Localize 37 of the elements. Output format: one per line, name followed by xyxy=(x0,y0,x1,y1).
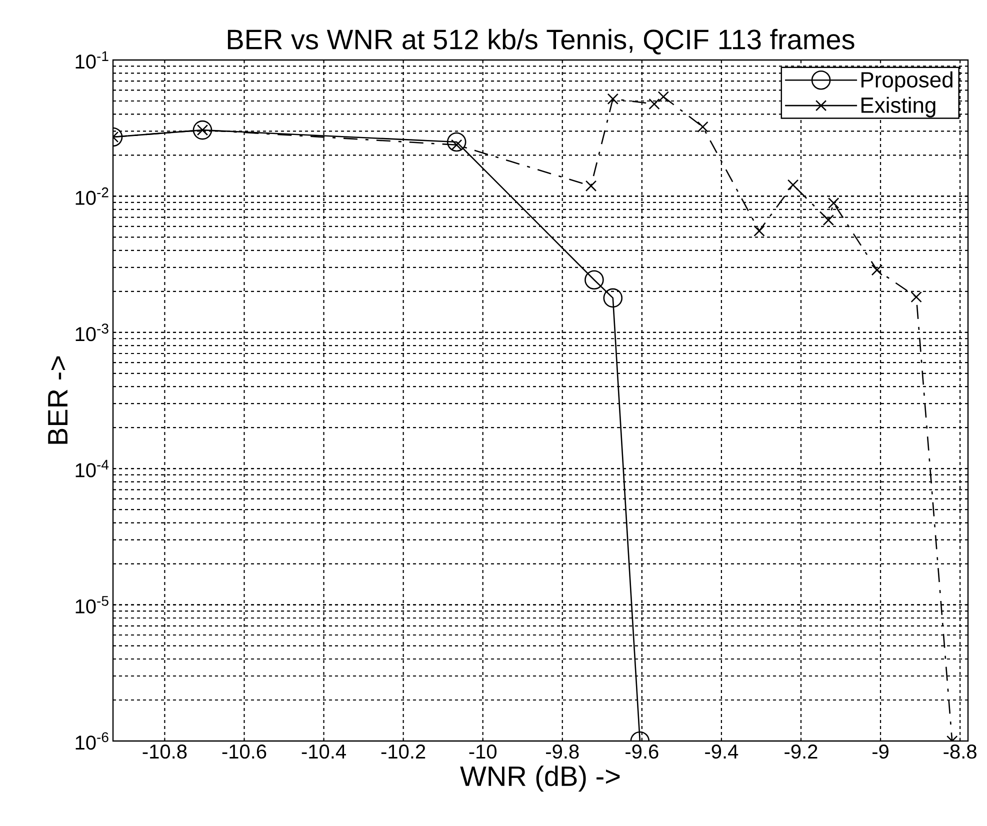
x-tick-label: -10.2 xyxy=(381,744,426,759)
x-tick-label: -9.6 xyxy=(626,744,658,759)
point xyxy=(658,91,669,102)
legend-label: Proposed xyxy=(861,71,952,92)
x-tick-label: -9.8 xyxy=(546,744,579,759)
x-tick-label: -9.4 xyxy=(705,744,738,759)
point xyxy=(754,225,765,237)
x-axis-title: WNR (dB) -> xyxy=(460,766,620,792)
point xyxy=(697,121,708,132)
point xyxy=(787,179,799,191)
point xyxy=(584,270,604,290)
x-tick-label: -10.8 xyxy=(142,744,187,759)
point xyxy=(910,291,922,303)
chart-title: BER vs WNR at 512 kb/s Tennis, QCIF 113 frames xyxy=(228,28,854,54)
point xyxy=(822,214,834,226)
legend-label: Existing xyxy=(861,96,936,118)
point xyxy=(828,197,840,209)
y-axis-title: BER -> xyxy=(48,356,68,444)
point xyxy=(603,288,623,308)
x-tick-label: -10.4 xyxy=(302,744,346,759)
y-tick-label: 10$^{-6}$ xyxy=(76,732,108,750)
y-tick-label: 10$^{-2}$ xyxy=(76,187,108,205)
point xyxy=(648,98,660,110)
y-tick-label: 10$^{-4}$ xyxy=(76,460,109,478)
y-tick-label: 10$^{-3}$ xyxy=(76,324,108,342)
point xyxy=(607,93,618,105)
x-tick-label: -10 xyxy=(469,744,497,759)
x-tick-label: -10.6 xyxy=(222,744,266,759)
x-tick-label: -9.2 xyxy=(784,744,818,759)
point xyxy=(446,132,466,152)
x-tick-label: -9 xyxy=(872,744,888,759)
y-tick-label: 10$^{-5}$ xyxy=(76,596,108,614)
point xyxy=(871,264,883,276)
point xyxy=(585,180,597,192)
x-tick-label: -8.8 xyxy=(944,744,976,759)
point xyxy=(192,120,212,140)
y-tick-label: 10$^{-1}$ xyxy=(76,51,108,69)
